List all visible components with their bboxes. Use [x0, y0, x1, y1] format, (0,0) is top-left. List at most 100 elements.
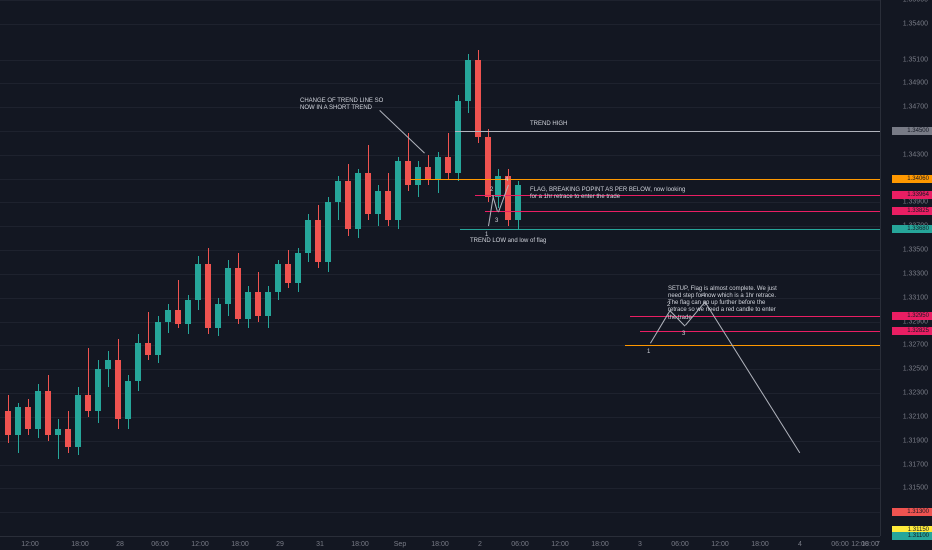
x-tick-label: 12:00: [21, 541, 39, 548]
wave-label: 3: [495, 218, 498, 224]
y-tick-label: 1.34700: [884, 104, 928, 111]
candle-body[interactable]: [155, 322, 161, 355]
candle-body[interactable]: [365, 173, 371, 215]
candle-body[interactable]: [45, 391, 51, 435]
x-tick-label: 18:00: [71, 541, 89, 548]
candle-body[interactable]: [475, 60, 481, 137]
candle-body[interactable]: [395, 161, 401, 221]
horizontal-line[interactable]: [410, 179, 880, 180]
x-tick-label: 18:00: [351, 541, 369, 548]
candle-body[interactable]: [185, 300, 191, 324]
text-annotation[interactable]: TREND LOW and low of flag: [470, 238, 546, 245]
wave-label: 4: [702, 293, 705, 299]
price-tag: 1.31300: [892, 508, 932, 516]
candle-body[interactable]: [465, 60, 471, 102]
gridline: [0, 107, 880, 108]
candle-body[interactable]: [415, 167, 421, 185]
x-tick-label: 12:00: [191, 541, 209, 548]
candle-body[interactable]: [115, 360, 121, 420]
candle-body[interactable]: [405, 161, 411, 185]
candle-body[interactable]: [205, 264, 211, 327]
candle-body[interactable]: [245, 292, 251, 319]
gridline: [0, 226, 880, 227]
candle-body[interactable]: [355, 173, 361, 229]
x-tick-label: Sep: [394, 541, 406, 548]
candle-body[interactable]: [225, 268, 231, 304]
gridline: [0, 274, 880, 275]
horizontal-line[interactable]: [460, 229, 880, 230]
y-tick-label: 1.31700: [884, 461, 928, 468]
candle-body[interactable]: [215, 304, 221, 328]
candle-body[interactable]: [285, 264, 291, 283]
price-tag: 1.33680: [892, 225, 932, 233]
wave-label: 2: [667, 302, 670, 308]
candle-body[interactable]: [305, 220, 311, 252]
candle-body[interactable]: [325, 202, 331, 262]
candle-body[interactable]: [35, 391, 41, 429]
candle-body[interactable]: [425, 167, 431, 179]
gridline: [0, 512, 880, 513]
text-annotation[interactable]: CHANGE OF TREND LINE SONOW IN A SHORT TR…: [300, 98, 383, 112]
price-tag: 1.34500: [892, 127, 932, 135]
candle-body[interactable]: [85, 395, 91, 410]
gridline: [0, 441, 880, 442]
candle-body[interactable]: [75, 395, 81, 446]
y-tick-label: 1.31500: [884, 485, 928, 492]
candle-body[interactable]: [385, 191, 391, 221]
x-tick-label: 28: [116, 541, 124, 548]
gridline: [0, 202, 880, 203]
gridline: [0, 465, 880, 466]
y-tick-label: 1.32500: [884, 366, 928, 373]
horizontal-line[interactable]: [625, 345, 880, 346]
y-tick-label: 1.31900: [884, 437, 928, 444]
candle-body[interactable]: [235, 268, 241, 319]
candle-body[interactable]: [105, 360, 111, 370]
horizontal-line[interactable]: [630, 316, 880, 317]
candle-body[interactable]: [145, 343, 151, 355]
candle-body[interactable]: [15, 407, 21, 434]
gridline: [0, 488, 880, 489]
candle-body[interactable]: [275, 264, 281, 291]
candle-body[interactable]: [335, 181, 341, 202]
x-tick-label: 3: [638, 541, 642, 548]
gridline: [0, 322, 880, 323]
candle-body[interactable]: [445, 157, 451, 172]
candle-body[interactable]: [345, 181, 351, 229]
zigzag-segment[interactable]: [669, 310, 685, 326]
candle-body[interactable]: [375, 191, 381, 215]
horizontal-line[interactable]: [475, 195, 880, 196]
candle-body[interactable]: [515, 185, 521, 221]
candle-body[interactable]: [505, 176, 511, 220]
candle-body[interactable]: [55, 429, 61, 435]
candle-body[interactable]: [295, 253, 301, 284]
x-tick-label: 06:00: [511, 541, 529, 548]
candle-body[interactable]: [5, 411, 11, 435]
candle-body[interactable]: [175, 310, 181, 324]
candle-body[interactable]: [315, 220, 321, 262]
candle-body[interactable]: [265, 292, 271, 316]
wave-label: 4: [505, 177, 508, 183]
candle-body[interactable]: [195, 264, 201, 300]
candle-body[interactable]: [435, 157, 441, 178]
candle-body[interactable]: [65, 429, 71, 447]
text-annotation[interactable]: TREND HIGH: [530, 121, 567, 128]
candle-body[interactable]: [165, 310, 171, 322]
x-tick-label: 18:00: [431, 541, 449, 548]
horizontal-line[interactable]: [455, 131, 880, 132]
candle-body[interactable]: [95, 369, 101, 411]
chart-area[interactable]: CHANGE OF TREND LINE SONOW IN A SHORT TR…: [0, 0, 880, 536]
horizontal-line[interactable]: [640, 331, 880, 332]
zigzag-segment[interactable]: [704, 301, 800, 453]
candle-body[interactable]: [125, 381, 131, 419]
candle-body[interactable]: [25, 407, 31, 428]
gridline: [0, 298, 880, 299]
x-tick-label: 18:00: [591, 541, 609, 548]
x-tick-label: 12:00: [551, 541, 569, 548]
gridline: [0, 250, 880, 251]
candle-body[interactable]: [255, 292, 261, 316]
x-tick-label: 06:00: [151, 541, 169, 548]
candle-body[interactable]: [455, 101, 461, 172]
candle-body[interactable]: [135, 343, 141, 381]
horizontal-line[interactable]: [485, 211, 880, 212]
price-tag: 1.33964: [892, 191, 932, 199]
